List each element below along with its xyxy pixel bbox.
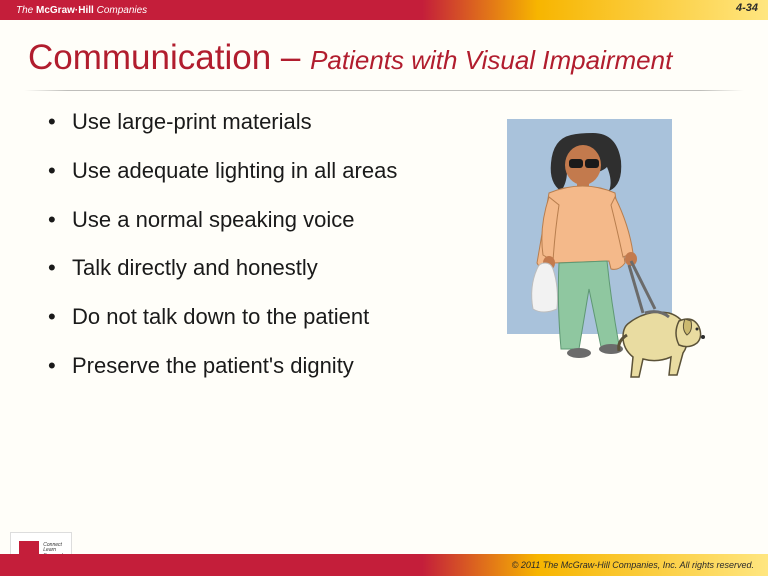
guide-dog-illustration-svg (479, 113, 709, 413)
dog-eye (696, 328, 699, 331)
footer-bar: © 2011 The McGraw-Hill Companies, Inc. A… (0, 554, 768, 576)
title-block: Communication – Patients with Visual Imp… (0, 20, 768, 84)
list-item: Use a normal speaking voice (28, 207, 448, 234)
brand-bold: McGraw·Hill (36, 5, 94, 16)
list-item: Use adequate lighting in all areas (28, 158, 448, 185)
list-item: Use large-print materials (28, 109, 448, 136)
copyright-text: © 2011 The McGraw-Hill Companies, Inc. A… (512, 560, 754, 570)
brand-suffix: Companies (94, 5, 147, 16)
illustration (448, 109, 740, 413)
list-item: Talk directly and honestly (28, 255, 448, 282)
title-separator: – (271, 38, 310, 77)
brand-prefix: The (16, 5, 36, 16)
brand-label: The McGraw·Hill Companies (16, 5, 147, 16)
page-number: 4-34 (736, 2, 758, 14)
header-bar: The McGraw·Hill Companies 4-34 (0, 0, 768, 20)
title-main: Communication (28, 38, 271, 77)
title-sub: Patients with Visual Impairment (310, 45, 672, 75)
list-item: Do not talk down to the patient (28, 304, 448, 331)
sunglasses-right (585, 159, 599, 168)
content-area: Use large-print materials Use adequate l… (0, 91, 768, 413)
list-item: Preserve the patient's dignity (28, 353, 448, 380)
dog-nose (701, 335, 705, 339)
bullet-list: Use large-print materials Use adequate l… (28, 109, 448, 413)
sunglasses-left (569, 159, 583, 168)
left-shoe (567, 348, 591, 358)
